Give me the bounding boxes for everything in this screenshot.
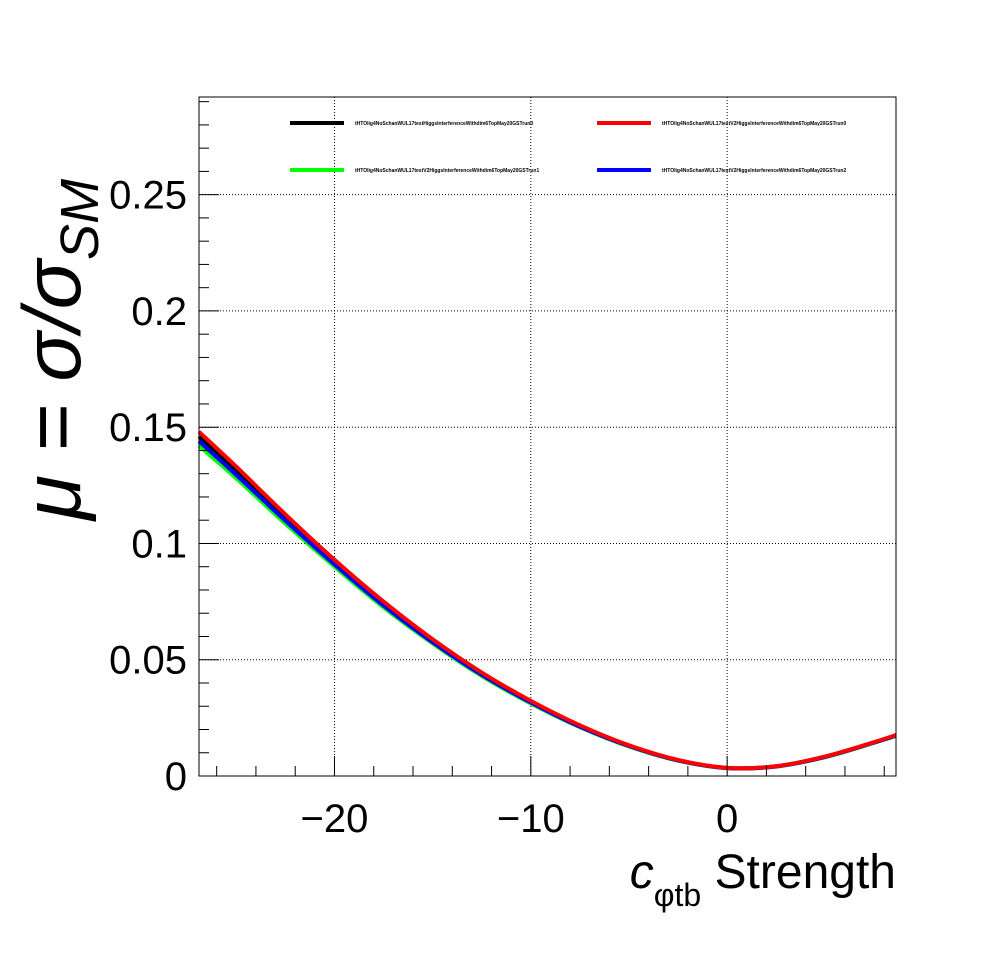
x-axis-title-symbol: c [630,846,654,899]
x-axis-title: cφtb Strength [630,846,896,913]
legend: tHTOlig4NoSchanWUL17testHiggsInterferenc… [290,121,846,174]
legend-label: tHTOlig4NoSchanWUL17testV2HiggsInterfere… [662,168,846,174]
plot-frame [198,96,897,777]
y-tick-label: 0.15 [109,406,187,450]
y-tick-label: 0.1 [131,522,187,566]
grid [199,97,896,776]
legend-label: tHTOlig4NoSchanWUL17testV2HiggsInterfere… [662,121,846,127]
y-axis-title-subscript: SM [50,179,110,260]
y-tick-labels: 0 0.05 0.1 0.15 0.2 0.25 [109,174,187,799]
legend-label: tHTOlig4NoSchanWUL17testV2HiggsInterfere… [355,168,539,174]
y-tick-label: 0.25 [109,174,187,218]
y-axis-title: μ = σ/σSM [7,179,110,522]
x-tick-label: −20 [301,797,369,841]
axis-ticks [199,101,885,777]
series-curves [197,430,897,771]
x-axis-title-suffix: Strength [701,846,896,899]
x-axis-title-subscript: φtb [654,877,701,913]
y-tick-label: 0 [165,755,187,799]
legend-label: tHTOlig4NoSchanWUL17testHiggsInterferenc… [355,121,533,127]
x-tick-label: −10 [497,797,565,841]
y-axis-title-main: μ = σ/σ [7,256,98,522]
series-line-1 [197,430,897,771]
y-tick-label: 0.05 [109,639,187,683]
x-tick-label: 0 [716,797,738,841]
x-tick-labels: −20 −10 0 [301,797,739,841]
y-tick-label: 0.2 [131,290,187,334]
